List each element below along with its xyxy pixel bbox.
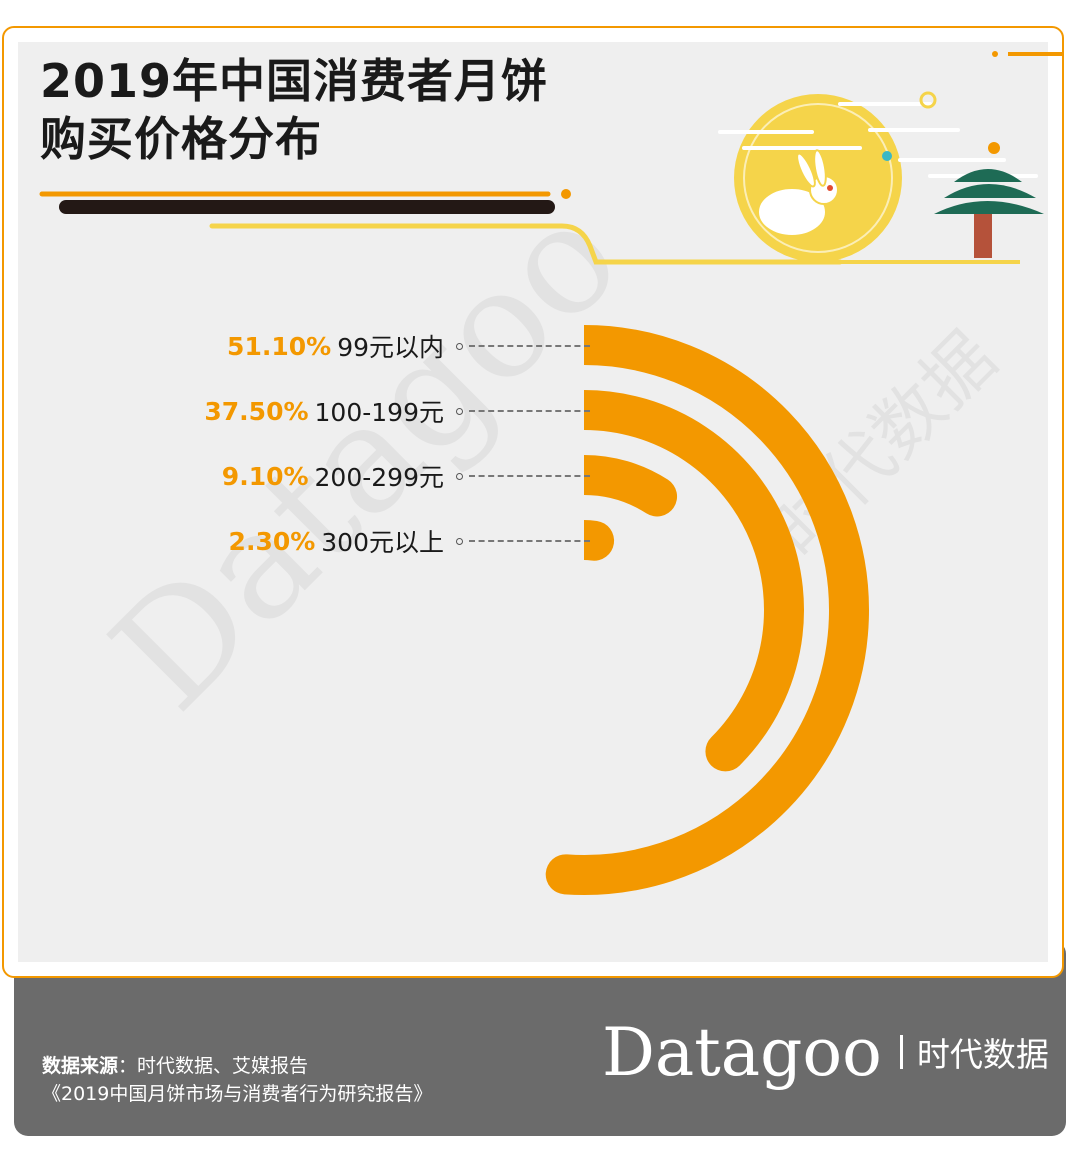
label-row-1: 37.50% 100-199元 xyxy=(150,391,590,431)
value-label-3: 2.30% xyxy=(228,526,316,556)
leader-line-3 xyxy=(456,537,590,545)
category-label-0: 99元以内 xyxy=(337,333,444,362)
brand-separator xyxy=(899,1035,903,1069)
category-label-1: 100-199元 xyxy=(314,398,444,427)
label-row-0: 51.10% 99元以内 xyxy=(150,326,590,366)
brand-cn: 时代数据 xyxy=(916,1035,1049,1074)
value-label-2: 9.10% xyxy=(221,461,309,491)
decor-ring-icon xyxy=(919,91,937,109)
category-label-3: 300元以上 xyxy=(321,528,444,557)
title-underline-dot xyxy=(561,189,571,199)
brand-logo: Datagoo 时代数据 xyxy=(602,1012,1049,1092)
leader-line-0 xyxy=(456,342,590,350)
corner-accent-dot xyxy=(992,51,998,57)
title-line-2: 购买价格分布 xyxy=(40,112,322,166)
leader-line-1 xyxy=(456,407,590,415)
source-text: ：时代数据、艾媒报告 xyxy=(118,1055,309,1077)
source-line: 数据来源：时代数据、艾媒报告 xyxy=(42,1052,432,1080)
data-source: 数据来源：时代数据、艾媒报告 《2019中国月饼市场与消费者行为研究报告》 xyxy=(42,1052,432,1108)
radial-bar-1 xyxy=(564,390,804,772)
title-underline-yellow xyxy=(209,223,843,265)
radial-bar-2 xyxy=(564,455,678,517)
page-title: 2019年中国消费者月饼 购买价格分布 xyxy=(40,52,548,168)
source-label: 数据来源 xyxy=(42,1055,119,1077)
source-report: 《2019中国月饼市场与消费者行为研究报告》 xyxy=(42,1083,433,1105)
value-label-0: 51.10% xyxy=(227,331,332,361)
title-line-1: 2019年中国消费者月饼 xyxy=(40,54,549,108)
label-row-2: 9.10% 200-299元 xyxy=(150,456,590,496)
brand-name: Datagoo xyxy=(602,1013,882,1091)
category-label-2: 200-299元 xyxy=(314,463,444,492)
pine-tree-icon xyxy=(934,169,1044,258)
decor-dot-blue xyxy=(882,151,892,161)
rabbit-icon xyxy=(757,149,839,237)
decor-dot-orange xyxy=(988,142,1000,154)
label-row-3: 2.30% 300元以上 xyxy=(150,521,590,561)
radial-bar-0 xyxy=(545,325,869,895)
value-label-1: 37.50% xyxy=(204,396,309,426)
leader-line-2 xyxy=(456,472,590,480)
